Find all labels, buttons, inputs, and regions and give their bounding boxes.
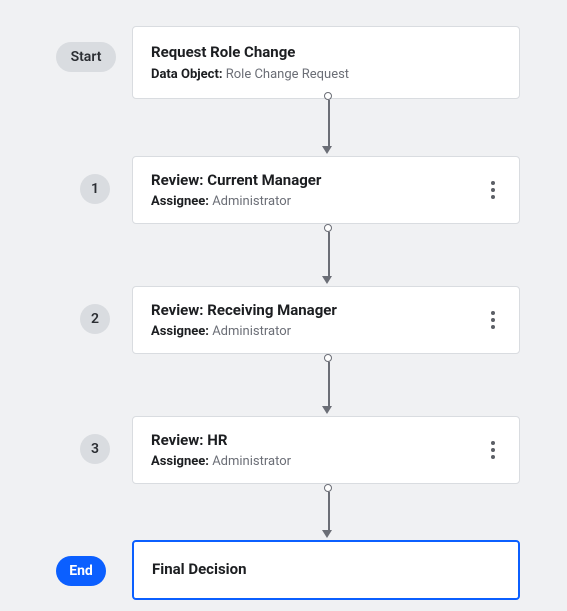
meta-value: Administrator [212, 454, 291, 469]
kebab-menu-icon[interactable] [481, 178, 505, 202]
start-node-meta: Data Object: Role Change Request [151, 67, 501, 82]
start-badge: Start [56, 42, 116, 72]
step-meta: Assignee: Administrator [151, 454, 501, 469]
step-badge-1: 1 [80, 174, 110, 204]
workflow-canvas: Start Request Role Change Data Object: R… [0, 0, 567, 611]
connector [326, 92, 328, 154]
end-node-title: Final Decision [152, 560, 247, 580]
step-badge-3: 3 [80, 434, 110, 464]
step-title: Review: Current Manager [151, 171, 501, 191]
connector [326, 224, 328, 284]
start-node[interactable]: Request Role Change Data Object: Role Ch… [132, 26, 520, 99]
meta-label: Assignee: [151, 324, 209, 339]
meta-value: Administrator [212, 194, 291, 209]
meta-value: Administrator [212, 324, 291, 339]
meta-label: Assignee: [151, 194, 209, 209]
kebab-menu-icon[interactable] [481, 308, 505, 332]
meta-value: Role Change Request [226, 67, 349, 82]
step-meta: Assignee: Administrator [151, 324, 501, 339]
start-node-title: Request Role Change [151, 43, 501, 63]
connector [326, 354, 328, 414]
connector [326, 484, 328, 538]
meta-label: Assignee: [151, 454, 209, 469]
step-title: Review: HR [151, 431, 501, 451]
step-node-1[interactable]: Review: Current Manager Assignee: Admini… [132, 156, 520, 224]
kebab-menu-icon[interactable] [481, 438, 505, 462]
end-node[interactable]: Final Decision [132, 540, 520, 600]
step-title: Review: Receiving Manager [151, 301, 501, 321]
step-meta: Assignee: Administrator [151, 194, 501, 209]
step-node-3[interactable]: Review: HR Assignee: Administrator [132, 416, 520, 484]
step-badge-2: 2 [80, 304, 110, 334]
meta-label: Data Object: [151, 67, 223, 82]
end-badge: End [56, 556, 106, 586]
step-node-2[interactable]: Review: Receiving Manager Assignee: Admi… [132, 286, 520, 354]
